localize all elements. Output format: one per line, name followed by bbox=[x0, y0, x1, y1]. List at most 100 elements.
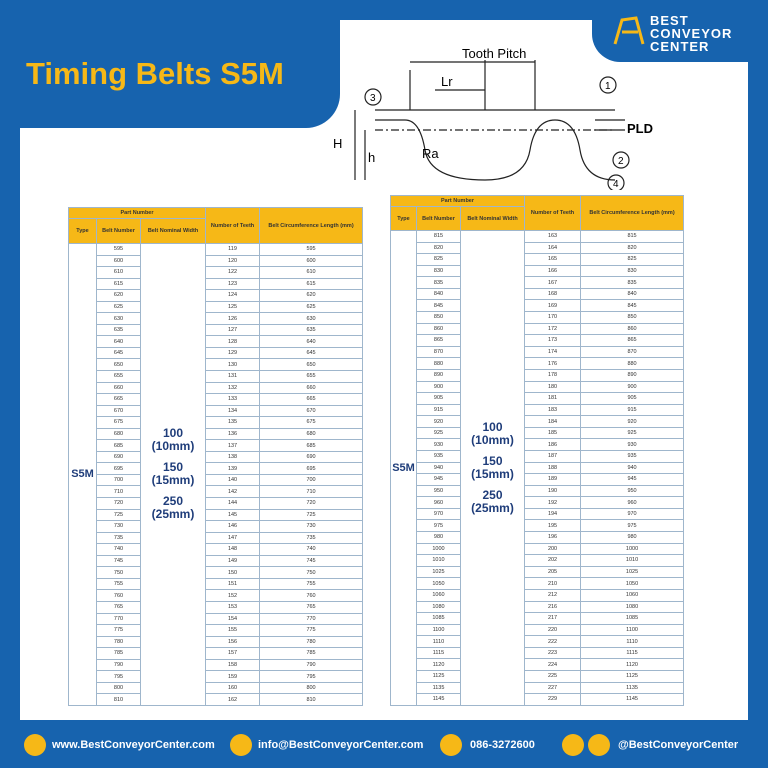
circumference: 945 bbox=[580, 473, 685, 486]
belt-number: 1000 bbox=[416, 542, 461, 556]
data-row: 690 138 690 bbox=[69, 450, 364, 464]
data-row: 1080 216 1080 bbox=[391, 600, 685, 614]
data-row: 1010 202 1010 bbox=[391, 554, 685, 567]
circumference: 620 bbox=[259, 289, 364, 302]
circumference: 870 bbox=[580, 345, 685, 359]
circumference: 825 bbox=[580, 253, 685, 266]
teeth: 185 bbox=[524, 426, 582, 440]
data-row: 890 178 890 bbox=[391, 368, 685, 382]
belt-diagram: Tooth Pitch Lr Ra H h PLD 1 2 3 4 bbox=[333, 46, 653, 190]
belt-number: 785 bbox=[96, 647, 141, 660]
callout: 3 bbox=[370, 93, 376, 104]
data-row: 655 131 655 bbox=[69, 370, 364, 383]
teeth: 196 bbox=[524, 531, 582, 544]
circumference: 1085 bbox=[580, 612, 685, 625]
width-mm: (25mm) bbox=[151, 507, 195, 522]
circumference: 1115 bbox=[580, 646, 685, 660]
circumference: 795 bbox=[259, 670, 364, 683]
teeth: 195 bbox=[524, 519, 582, 533]
teeth: 128 bbox=[205, 335, 261, 348]
teeth: 120 bbox=[205, 254, 261, 268]
belt-number: 850 bbox=[416, 311, 461, 324]
teeth: 156 bbox=[205, 635, 261, 649]
teeth: 216 bbox=[524, 600, 582, 614]
belt-number: 890 bbox=[416, 368, 461, 382]
circumference: 645 bbox=[259, 346, 364, 360]
data-row: 825 165 825 bbox=[391, 253, 685, 266]
teeth: 139 bbox=[205, 462, 261, 475]
belt-number: 1110 bbox=[416, 635, 461, 648]
callout: 1 bbox=[605, 81, 611, 92]
data-row: S5M 595 100 (10mm) 150 (15mm) 250 (25mm) 119 595 bbox=[68, 243, 364, 706]
belt-number: 660 bbox=[96, 381, 141, 395]
belt-number: 1060 bbox=[416, 588, 461, 602]
width-size: 150 bbox=[163, 460, 184, 475]
circumference: 865 bbox=[580, 334, 685, 347]
teeth: 217 bbox=[524, 612, 582, 625]
belt-number: 730 bbox=[96, 520, 141, 533]
callout: 4 bbox=[613, 179, 619, 190]
data-row: 700 140 700 bbox=[69, 473, 364, 487]
footer: www.BestConveyorCenter.com info@BestConv… bbox=[0, 730, 768, 760]
data-row: 620 124 620 bbox=[69, 289, 364, 302]
data-row: 740 148 740 bbox=[69, 543, 364, 556]
circumference: 695 bbox=[259, 462, 364, 475]
belt-number: 1025 bbox=[416, 565, 461, 579]
teeth: 160 bbox=[205, 681, 261, 695]
belt-number: 690 bbox=[96, 450, 141, 464]
teeth: 180 bbox=[524, 380, 582, 394]
teeth: 155 bbox=[205, 624, 261, 637]
belt-number: 745 bbox=[96, 554, 141, 568]
belt-number: 740 bbox=[96, 543, 141, 556]
width-size: 100 bbox=[163, 426, 184, 441]
website: www.BestConveyorCenter.com bbox=[52, 739, 215, 751]
teeth: 135 bbox=[205, 416, 261, 429]
circumference: 925 bbox=[580, 426, 685, 440]
circumference: 770 bbox=[259, 612, 364, 626]
data-row: 940 188 940 bbox=[391, 461, 685, 475]
data-row: 650 130 650 bbox=[69, 358, 364, 371]
circumference: 640 bbox=[259, 335, 364, 348]
data-row: 670 134 670 bbox=[69, 404, 364, 418]
circumference: 920 bbox=[580, 415, 685, 428]
teeth: 162 bbox=[205, 693, 261, 706]
belt-number: 935 bbox=[416, 450, 461, 463]
circumference: 600 bbox=[259, 254, 364, 268]
column-header: Belt Nominal Width bbox=[459, 206, 526, 231]
data-row: 765 153 765 bbox=[69, 600, 364, 614]
data-row: 610 122 610 bbox=[69, 266, 364, 279]
circumference: 690 bbox=[259, 450, 364, 464]
teeth: 223 bbox=[524, 646, 582, 660]
data-row: 615 123 615 bbox=[69, 277, 364, 291]
belt-number: 750 bbox=[96, 566, 141, 579]
teeth: 225 bbox=[524, 669, 582, 683]
belt-number: 1010 bbox=[416, 554, 461, 567]
data-row: 785 157 785 bbox=[69, 647, 364, 660]
teeth: 164 bbox=[524, 241, 582, 255]
title: Timing Belts S5M bbox=[26, 56, 284, 91]
circumference: 675 bbox=[259, 416, 364, 429]
circumference: 615 bbox=[259, 277, 364, 291]
belt-number: 905 bbox=[416, 392, 461, 405]
circumference: 710 bbox=[259, 485, 364, 499]
belt-number: 795 bbox=[96, 670, 141, 683]
data-row: 900 180 900 bbox=[391, 380, 685, 394]
label: Ra bbox=[422, 146, 439, 161]
circumference: 740 bbox=[259, 543, 364, 556]
data-row: 865 173 865 bbox=[391, 334, 685, 347]
belt-number: 845 bbox=[416, 299, 461, 313]
logo-icon bbox=[613, 16, 645, 45]
data-row: 640 128 640 bbox=[69, 335, 364, 348]
teeth: 189 bbox=[524, 473, 582, 486]
teeth: 200 bbox=[524, 542, 582, 556]
data-row: 830 166 830 bbox=[391, 264, 685, 278]
belt-number: 980 bbox=[416, 531, 461, 544]
belt-number: 1115 bbox=[416, 646, 461, 660]
label: Lr bbox=[441, 74, 453, 89]
data-row: 845 169 845 bbox=[391, 299, 685, 313]
logo-text: CONVEYOR bbox=[650, 26, 733, 41]
circumference: 880 bbox=[580, 357, 685, 370]
data-row: 1060 212 1060 bbox=[391, 588, 685, 602]
data-row: 980 196 980 bbox=[391, 531, 685, 544]
belt-number: 950 bbox=[416, 484, 461, 498]
